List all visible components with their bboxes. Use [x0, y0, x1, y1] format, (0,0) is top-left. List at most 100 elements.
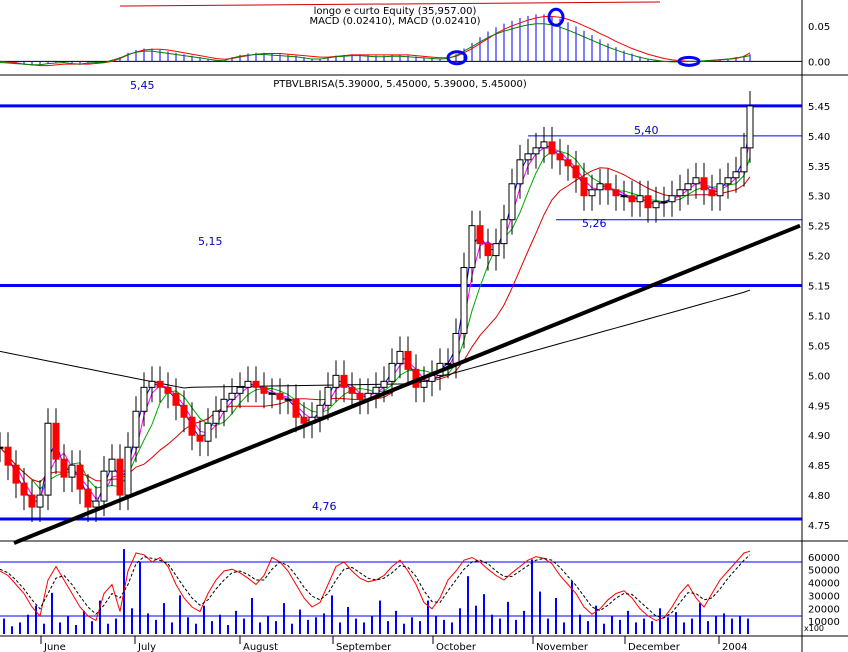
macd-panel — [0, 1, 802, 67]
candle-body — [4, 446, 12, 466]
highlight-circle — [446, 50, 468, 66]
candle-body — [140, 386, 148, 412]
volume-y-tick: 20000 — [808, 604, 840, 615]
x-axis-label: July — [137, 642, 156, 652]
x-axis-label: June — [43, 642, 66, 652]
price-y-tick: 4.80 — [808, 491, 830, 502]
trendline — [13, 223, 801, 545]
level-label: 5,26 — [582, 217, 607, 230]
candle-body — [260, 386, 268, 394]
macd-title-line-1: longo e curto Equity (35,957.00) — [314, 6, 477, 17]
candle-body — [508, 183, 516, 221]
volume-y-tick: 10000 — [808, 617, 840, 628]
candle-body — [340, 374, 348, 388]
candle-body — [316, 404, 324, 418]
candle-body — [188, 416, 196, 436]
candle-body — [628, 195, 636, 203]
candle-body — [164, 386, 172, 394]
price-y-tick: 4.95 — [808, 401, 830, 412]
candle-body — [588, 189, 596, 197]
price-panel: 5,45 5,15 4,76 5,40 5,26 — [0, 79, 802, 545]
candle-body — [212, 410, 220, 424]
candle-body — [548, 141, 556, 155]
price-y-tick: 5.40 — [808, 132, 830, 143]
macd-y-tick: 0.05 — [808, 22, 830, 33]
candle-body — [28, 494, 36, 508]
level-label: 5,45 — [130, 79, 155, 92]
candle-body — [108, 458, 116, 472]
candle-body — [676, 189, 684, 197]
candle-body — [652, 201, 660, 209]
candle-body — [356, 392, 364, 400]
candle-body — [596, 183, 604, 191]
candle-body — [348, 386, 356, 394]
candle-body — [12, 464, 20, 484]
candle-body — [180, 404, 188, 418]
candle-body — [644, 195, 652, 209]
candle-body — [124, 446, 132, 496]
price-y-tick: 5.15 — [808, 282, 830, 293]
level-label: 5,40 — [634, 124, 659, 137]
candle-body — [484, 243, 492, 257]
x-axis-label: December — [628, 642, 681, 652]
candle-body — [732, 171, 740, 179]
candle-body — [36, 494, 44, 508]
macd-y-tick: 0.00 — [808, 57, 830, 68]
candle-body — [612, 189, 620, 197]
candle-body — [380, 380, 388, 388]
candle-body — [292, 398, 300, 418]
price-y-tick: 5.45 — [808, 102, 830, 113]
candle-body — [300, 416, 308, 424]
candle-body — [204, 422, 212, 442]
candle-body — [252, 380, 260, 388]
candle-body — [460, 267, 468, 334]
candle-body — [84, 488, 92, 508]
candle-body — [236, 386, 244, 394]
highlight-circle — [547, 7, 565, 27]
volume-unit-label: x100 — [804, 624, 824, 633]
highlight-circle — [677, 55, 701, 67]
candle-body — [564, 159, 572, 167]
candle-body — [156, 380, 164, 388]
x-axis-label: September — [336, 642, 392, 652]
candle-body — [746, 105, 754, 149]
candle-body — [620, 195, 628, 198]
candle-body — [532, 147, 540, 155]
candle-body — [388, 362, 396, 382]
level-label: 4,76 — [312, 500, 337, 513]
macd-line — [0, 23, 751, 66]
candle-body — [660, 201, 668, 204]
candle-body — [636, 195, 644, 203]
candle-body — [724, 177, 732, 185]
stochastic-d-line — [0, 554, 751, 619]
candle-body — [172, 392, 180, 406]
price-y-tick: 4.75 — [808, 521, 830, 532]
volume-y-tick: 50000 — [808, 566, 840, 577]
candle-body — [76, 464, 84, 490]
candle-body — [420, 380, 428, 388]
stochastic-k-line — [0, 550, 751, 622]
candle-body — [716, 183, 724, 197]
candle-body — [148, 380, 156, 388]
price-y-tick: 5.00 — [808, 371, 830, 382]
price-y-tick: 5.20 — [808, 252, 830, 263]
candle-body — [92, 500, 100, 508]
level-label: 5,15 — [198, 235, 223, 248]
candle-body — [692, 177, 700, 185]
price-y-tick: 4.90 — [808, 431, 830, 442]
equity-line — [119, 1, 661, 7]
candle-body — [60, 458, 68, 478]
candle-body — [556, 153, 564, 161]
candle-body — [220, 398, 228, 412]
candle-body — [20, 482, 28, 496]
candle-body — [668, 195, 676, 203]
candle-body — [404, 350, 412, 370]
price-y-tick: 5.10 — [808, 311, 830, 322]
x-axis-label: August — [243, 642, 278, 652]
candle-body — [572, 165, 580, 179]
price-y-tick: 5.25 — [808, 222, 830, 233]
price-y-tick: 4.85 — [808, 461, 830, 472]
